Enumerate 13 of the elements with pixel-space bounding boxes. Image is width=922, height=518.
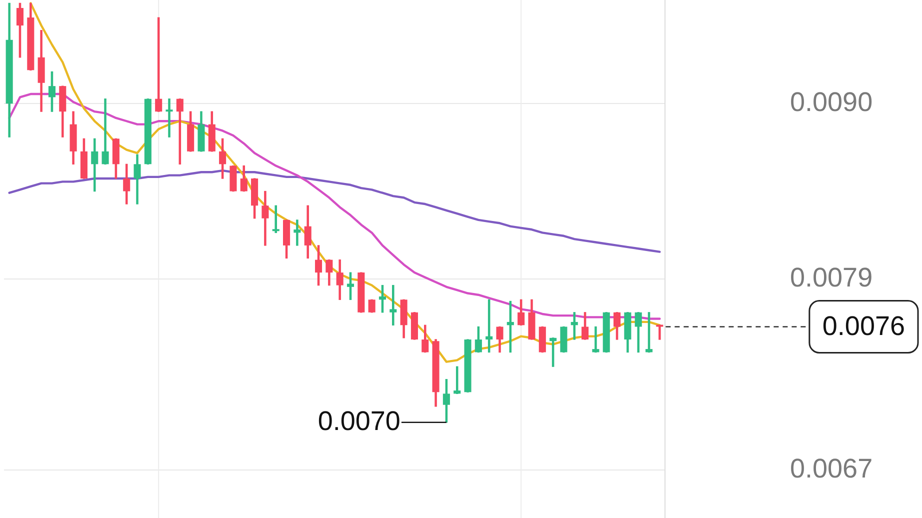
annotation: 0.0070 [318,406,400,436]
y-tick-label: 0.0067 [790,454,873,484]
ref-line-label: 0.0076 [822,311,906,342]
candlestick [102,98,109,164]
candlestick [294,220,301,246]
candlestick [570,312,578,340]
candlestick [166,98,173,138]
y-tick-label: 0.0090 [790,87,873,118]
y-tick-label: 0.0079 [790,262,873,292]
candlestick [656,324,664,340]
candlestick [390,284,397,326]
candlestick [592,326,600,353]
candlestick [272,205,280,234]
